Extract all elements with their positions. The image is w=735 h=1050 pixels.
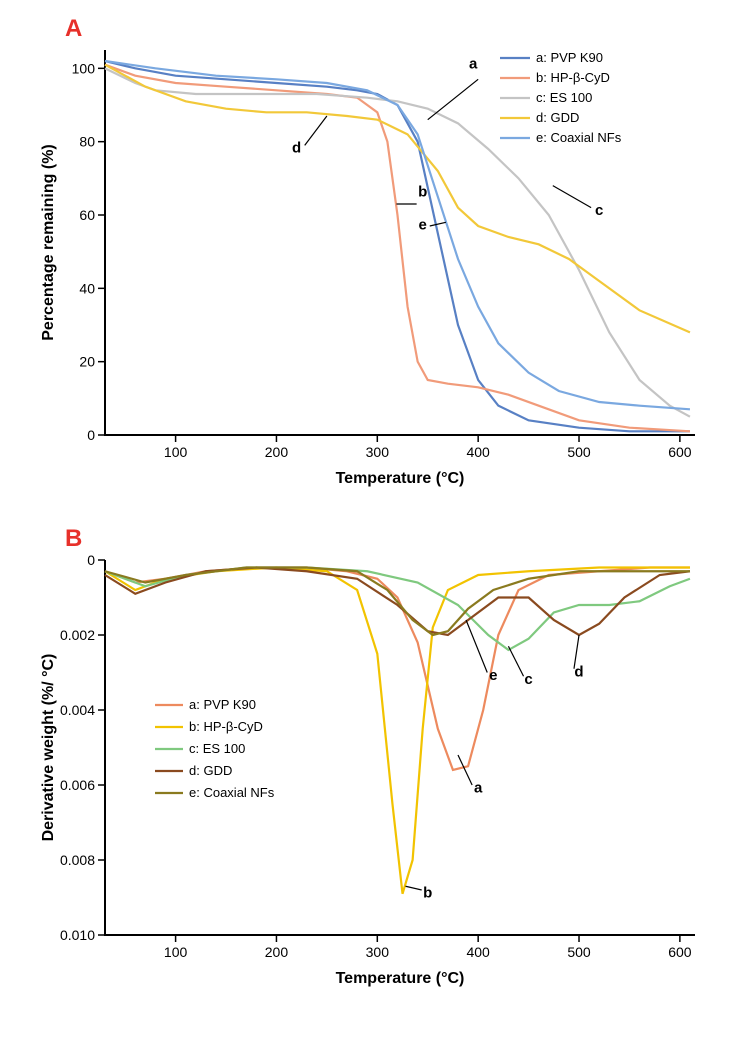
svg-text:300: 300 <box>366 944 390 960</box>
figure: A 100200300400500600020406080100Temperat… <box>20 20 715 1000</box>
legend-item: e: Coaxial NFs <box>536 130 622 145</box>
svg-text:40: 40 <box>79 280 95 296</box>
svg-text:Temperature (°C): Temperature (°C) <box>336 470 465 487</box>
svg-text:20: 20 <box>79 354 95 370</box>
legend-item: d: GDD <box>536 110 579 125</box>
series-c <box>105 568 690 651</box>
panel-b: B 10020030040050060000.0020.0040.0060.00… <box>20 530 715 1000</box>
svg-text:d: d <box>292 140 301 157</box>
legend-item: c: ES 100 <box>189 741 245 756</box>
svg-text:a: a <box>469 55 478 72</box>
svg-text:200: 200 <box>265 444 289 460</box>
svg-text:300: 300 <box>366 444 390 460</box>
svg-text:Derivative weight (%/ °C): Derivative weight (%/ °C) <box>40 654 57 842</box>
svg-text:0: 0 <box>87 427 95 443</box>
svg-text:200: 200 <box>265 944 289 960</box>
svg-text:b: b <box>423 885 432 902</box>
chart-b: 100 200 300 400 500 600 0 0.002 0.004 0.006 0.008 0… <box>20 530 715 1000</box>
panel-a: A 100200300400500600020406080100Temperat… <box>20 20 715 500</box>
legend-item: a: PVP K90 <box>189 697 256 712</box>
legend-item: a: PVP K90 <box>536 50 603 65</box>
legend-item: b: HP-β-CyD <box>536 70 610 85</box>
svg-text:400: 400 <box>466 444 490 460</box>
panel-a-label: A <box>65 15 82 43</box>
svg-text:400: 400 <box>466 944 490 960</box>
svg-text:c: c <box>595 202 603 219</box>
series-c <box>105 68 690 416</box>
svg-text:0.004: 0.004 <box>60 702 95 718</box>
series-b <box>105 65 690 432</box>
svg-text:100: 100 <box>164 444 188 460</box>
svg-text:0: 0 <box>87 552 95 568</box>
svg-text:0.006: 0.006 <box>60 777 95 793</box>
svg-text:a: a <box>474 780 483 797</box>
svg-text:600: 600 <box>668 444 692 460</box>
panel-b-label: B <box>65 525 82 553</box>
svg-text:c: c <box>524 671 532 688</box>
svg-text:500: 500 <box>567 944 591 960</box>
svg-text:0.002: 0.002 <box>60 627 95 643</box>
legend-item: c: ES 100 <box>536 90 592 105</box>
series-a <box>105 61 690 431</box>
legend-item: e: Coaxial NFs <box>189 785 275 800</box>
svg-text:0.008: 0.008 <box>60 852 95 868</box>
svg-text:60: 60 <box>79 207 95 223</box>
series-e <box>105 61 690 409</box>
svg-text:d: d <box>574 663 583 680</box>
svg-text:b: b <box>418 184 427 201</box>
svg-text:0.010: 0.010 <box>60 927 95 943</box>
svg-text:500: 500 <box>567 444 591 460</box>
svg-text:e: e <box>419 217 427 234</box>
svg-text:100: 100 <box>164 944 188 960</box>
chart-a: 100 200 300 400 500 600 0 20 40 60 80 100 Temperatur… <box>20 20 715 500</box>
svg-text:e: e <box>489 667 497 684</box>
svg-text:Percentage remaining (%): Percentage remaining (%) <box>40 144 57 341</box>
svg-text:100: 100 <box>72 60 96 76</box>
svg-text:Temperature (°C): Temperature (°C) <box>336 970 465 987</box>
legend-item: b: HP-β-CyD <box>189 719 263 734</box>
svg-text:600: 600 <box>668 944 692 960</box>
svg-text:80: 80 <box>79 134 95 150</box>
legend-item: d: GDD <box>189 763 232 778</box>
series-a <box>105 568 690 771</box>
